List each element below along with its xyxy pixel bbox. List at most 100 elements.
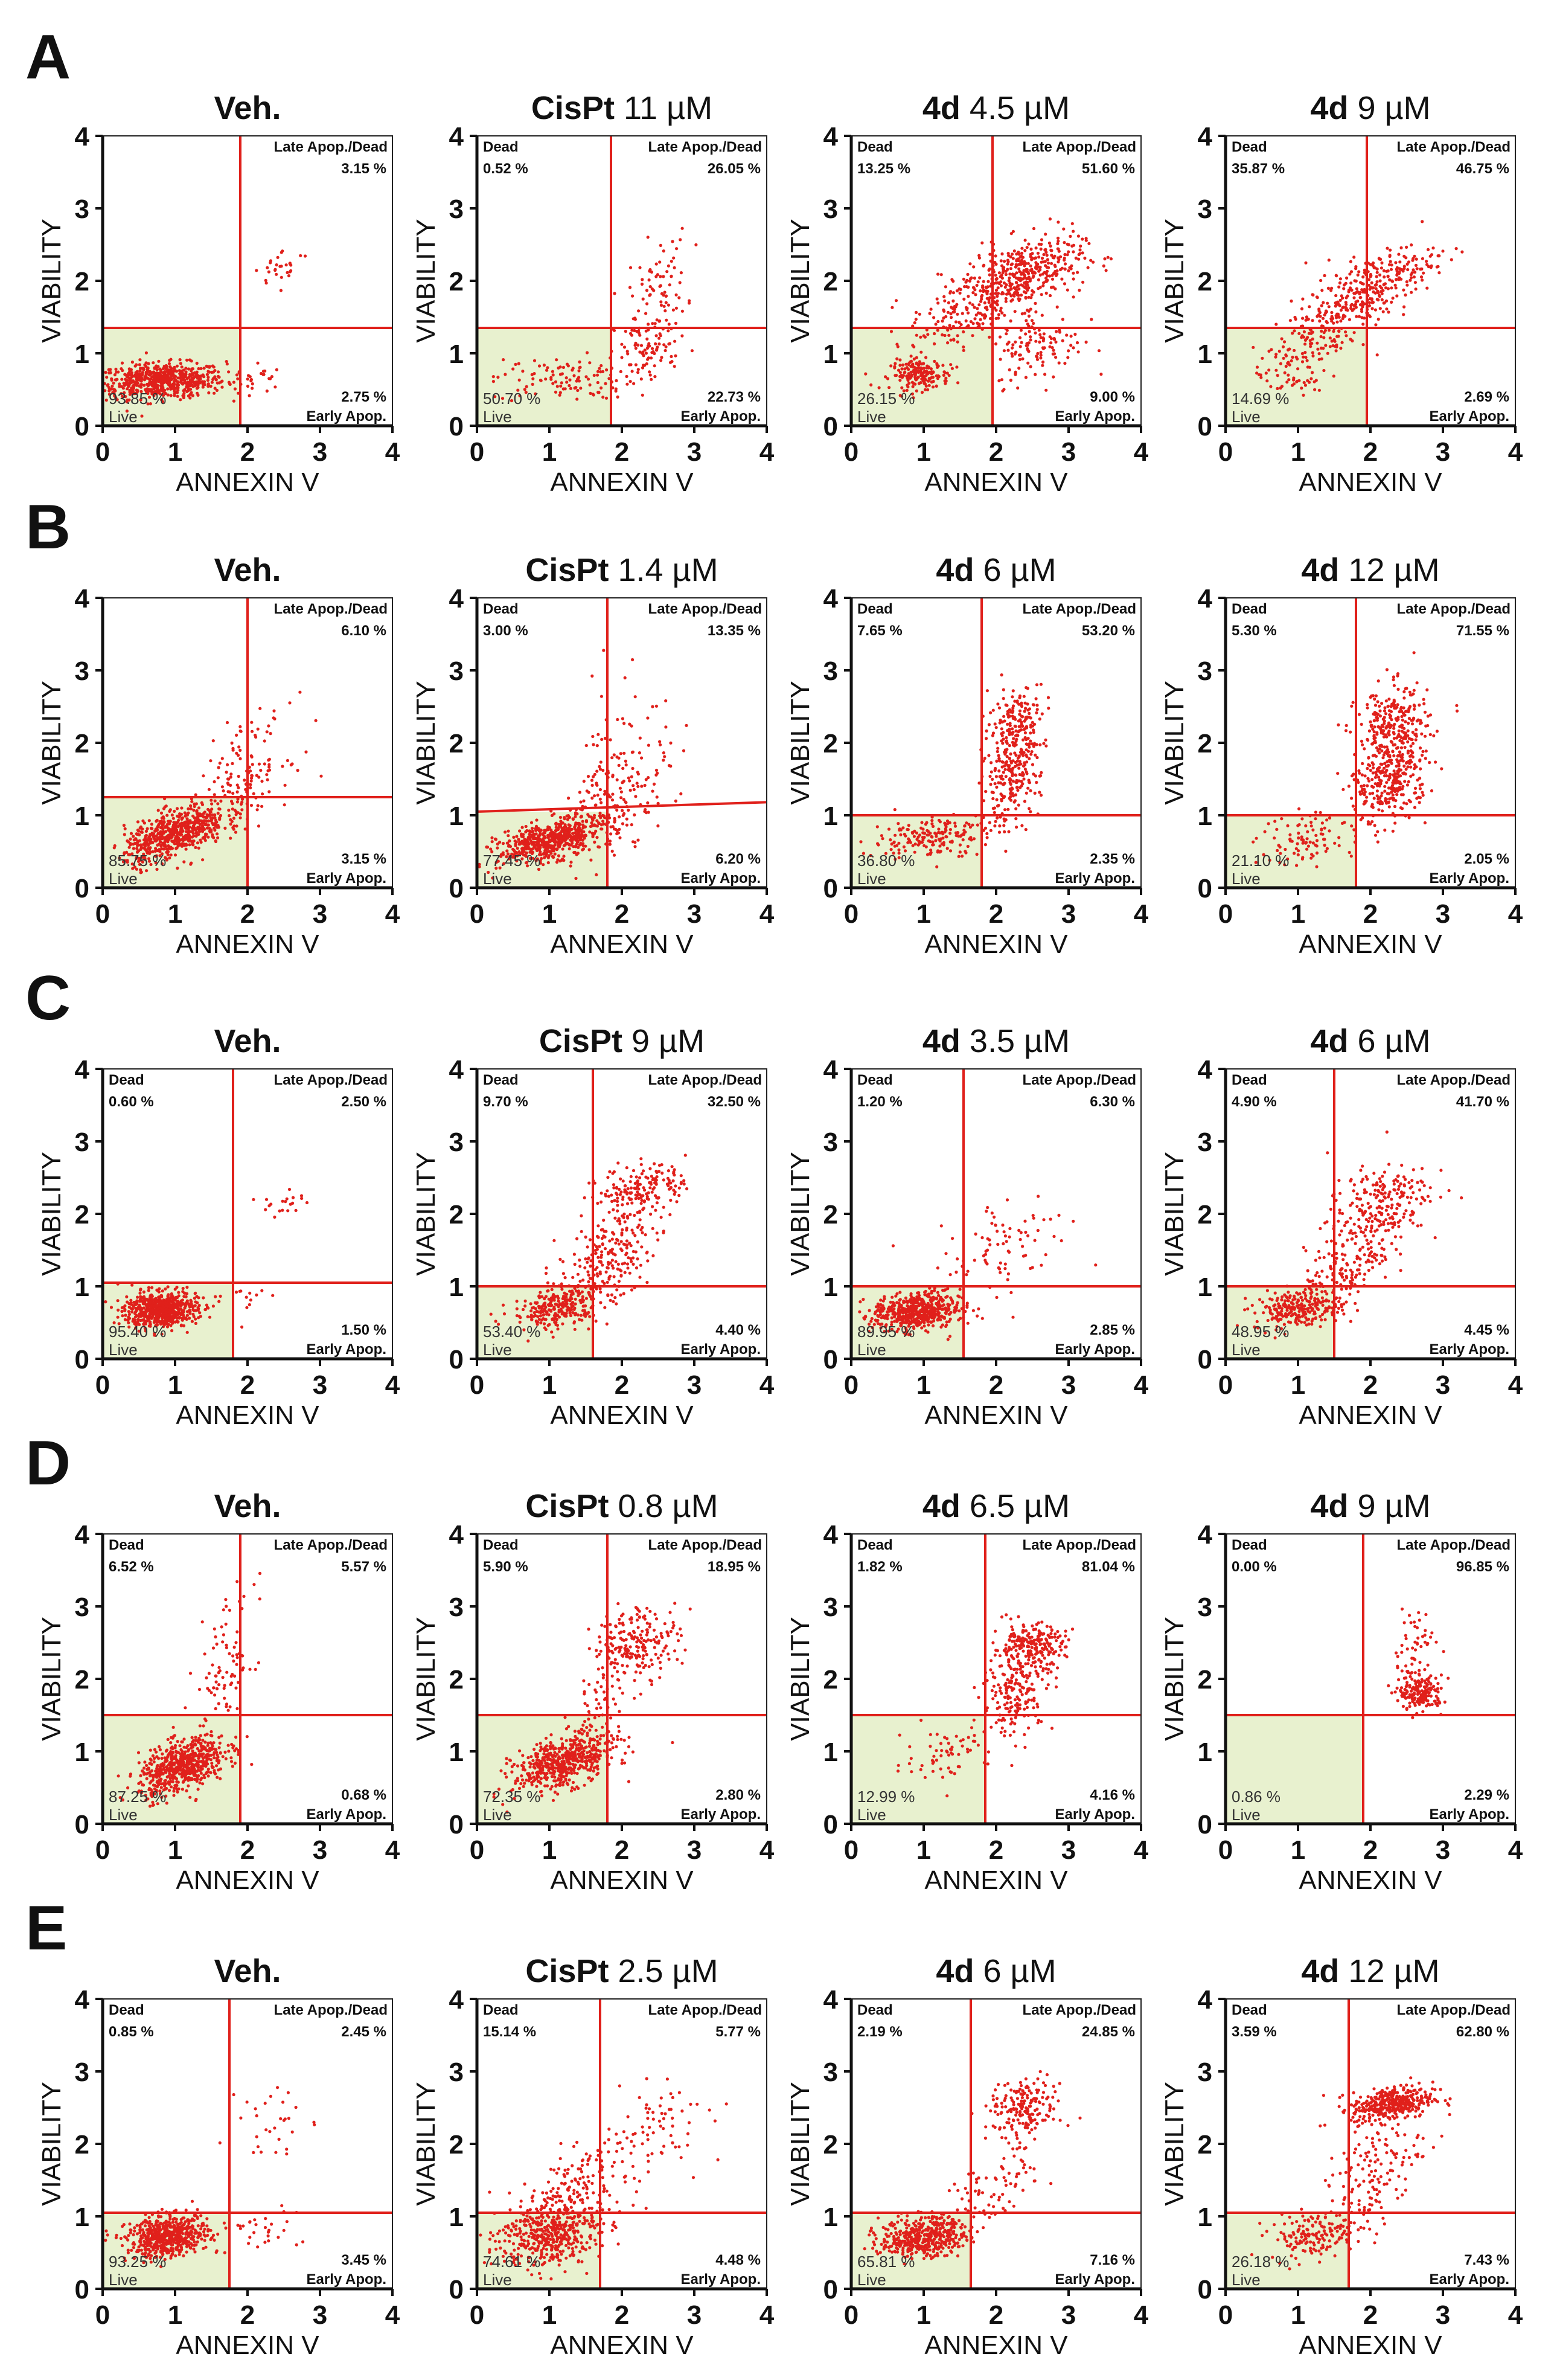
scatter-point: [999, 306, 1003, 310]
scatter-point: [196, 841, 200, 845]
scatter-point: [537, 847, 541, 851]
scatter-point: [1030, 258, 1034, 261]
scatter-point: [1042, 742, 1046, 745]
scatter-point: [1386, 246, 1389, 250]
scatter-point: [1061, 318, 1064, 321]
scatter-point: [250, 720, 254, 724]
scatter-point: [197, 806, 201, 810]
scatter-point: [1334, 349, 1338, 353]
scatter-point: [1421, 794, 1425, 797]
scatter-point: [929, 840, 932, 844]
scatter-point: [1301, 297, 1305, 301]
scatter-point: [968, 301, 972, 305]
scatter-point: [251, 763, 254, 766]
scatter-point: [180, 806, 184, 810]
scatter-point: [231, 807, 234, 811]
scatter-point: [973, 276, 976, 280]
scatter-point: [619, 370, 622, 374]
scatter-point: [962, 330, 965, 334]
scatter-point: [1079, 244, 1082, 248]
scatter-point: [1376, 775, 1381, 779]
scatter-point: [582, 780, 586, 783]
scatter-point: [1034, 339, 1038, 343]
scatter-point: [1383, 789, 1387, 793]
scatter-point: [975, 853, 979, 856]
scatter-point: [588, 361, 592, 365]
scatter-point: [1020, 715, 1024, 719]
scatter-point: [187, 387, 190, 390]
scatter-point: [147, 362, 150, 365]
scatter-point: [121, 368, 124, 373]
scatter-point: [1288, 319, 1292, 322]
scatter-point: [990, 761, 993, 765]
x-tick-label: 1: [168, 899, 182, 929]
scatter-point: [191, 394, 194, 397]
scatter-point: [176, 867, 179, 870]
scatter-point: [590, 674, 594, 678]
scatter-point: [1025, 772, 1029, 775]
scatter-point: [553, 852, 557, 856]
early-apop-percent: 2.75 %: [341, 389, 386, 405]
scatter-point: [1005, 342, 1009, 346]
scatter-point: [599, 816, 603, 820]
x-tick-label: 3: [687, 899, 702, 929]
scatter-point: [963, 824, 967, 828]
scatter-point: [987, 723, 991, 727]
scatter-point: [507, 834, 510, 838]
scatter-point: [898, 358, 902, 362]
scatter-point: [985, 689, 989, 693]
scatter-point: [142, 368, 145, 371]
scatter-point: [1312, 380, 1316, 383]
scatter-point: [604, 382, 607, 385]
scatter-point: [1310, 342, 1314, 345]
scatter-point: [1026, 347, 1029, 351]
scatter-point: [1003, 830, 1006, 833]
scatter-point: [1328, 345, 1332, 348]
scatter-point: [1303, 351, 1307, 354]
scatter-point: [633, 845, 637, 848]
scatter-point: [551, 373, 555, 377]
scatter-point: [1006, 268, 1009, 271]
scatter-point: [1057, 260, 1060, 264]
scatter-point: [658, 332, 662, 336]
scatter-point: [991, 777, 994, 781]
scatter-point: [521, 370, 525, 373]
scatter-point: [166, 380, 170, 383]
scatter-point: [1008, 714, 1012, 718]
scatter-point: [1011, 343, 1015, 347]
scatter-point: [1084, 340, 1088, 344]
scatter-point: [1023, 710, 1026, 713]
x-tick-label: 1: [1291, 437, 1305, 467]
scatter-point: [1296, 379, 1299, 383]
scatter-point: [1350, 797, 1354, 800]
scatter-point: [213, 816, 217, 820]
scatter-point: [1267, 368, 1271, 372]
scatter-point: [228, 814, 231, 818]
scatter-point: [229, 836, 232, 840]
dead-label: Dead: [1232, 139, 1267, 155]
y-tick-label: 4: [449, 584, 464, 614]
scatter-point: [138, 369, 142, 373]
scatter-point: [235, 783, 239, 787]
scatter-point: [599, 364, 603, 368]
scatter-point: [941, 364, 945, 367]
scatter-point: [638, 751, 641, 755]
scatter-point: [1304, 356, 1308, 359]
scatter-point: [1031, 271, 1035, 275]
scatter-point: [107, 371, 111, 375]
scatter-point: [659, 743, 662, 746]
y-tick-label: 4: [75, 122, 90, 152]
scatter-point: [151, 371, 155, 374]
scatter-point: [991, 807, 995, 810]
scatter-point: [671, 240, 674, 243]
scatter-point: [979, 300, 983, 303]
scatter-point: [593, 813, 596, 817]
scatter-point: [964, 850, 967, 853]
scatter-point: [541, 833, 545, 836]
scatter-point: [167, 836, 170, 839]
scatter-point: [610, 849, 614, 853]
scatter-point: [1006, 348, 1010, 352]
scatter-point: [1285, 380, 1289, 384]
scatter-point: [993, 782, 997, 786]
scatter-point: [1294, 355, 1298, 359]
